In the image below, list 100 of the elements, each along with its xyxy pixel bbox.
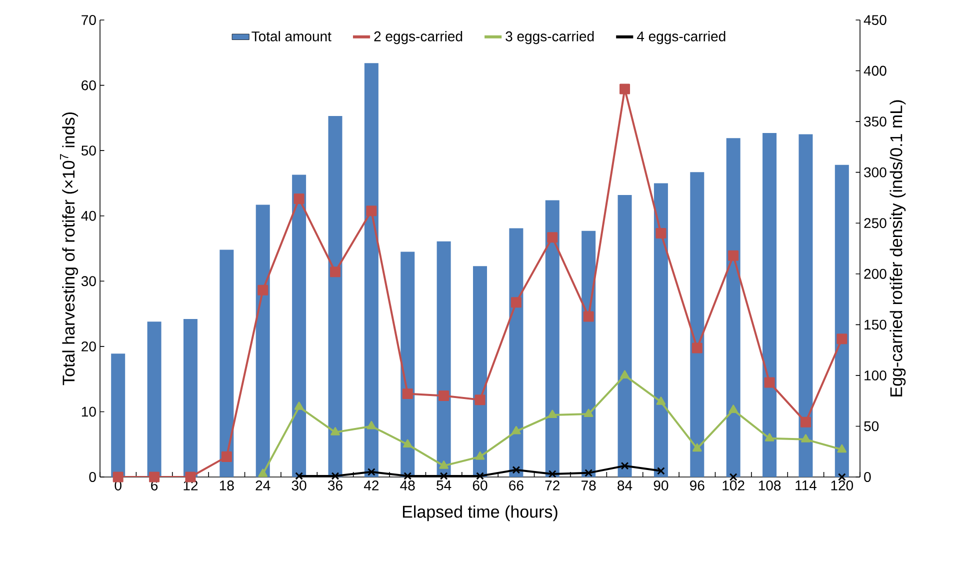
x-tick-label: 24: [256, 480, 270, 490]
y2-tick-label: 150: [864, 320, 886, 330]
point: [476, 472, 484, 480]
bar: [834, 164, 849, 477]
bar: [509, 228, 524, 477]
x-tick-label: 30: [292, 480, 306, 490]
legend-label: 4 eggs-carried: [636, 31, 726, 44]
bar: [328, 116, 342, 477]
x-tick-label: 48: [400, 480, 415, 490]
point: [800, 416, 811, 428]
point: [512, 426, 521, 434]
point: [330, 266, 340, 278]
point: [838, 473, 846, 481]
point: [402, 388, 413, 399]
point: [548, 470, 556, 478]
point: [330, 427, 340, 436]
x-tick-label: 96: [690, 480, 704, 490]
y2-axis-title: Egg-carried rotifer density (inds/0.1 mL): [890, 100, 906, 396]
y-tick-label: 40: [81, 210, 96, 221]
point: [837, 444, 847, 453]
legend-label: Total amount: [252, 31, 332, 42]
point: [548, 410, 558, 418]
point: [656, 396, 666, 405]
y2-tick-label: 450: [864, 15, 886, 25]
point: [584, 469, 593, 477]
legend-label: 2 eggs-carried: [374, 31, 462, 44]
bar: [726, 138, 740, 477]
y-axis-title: Total harvesting of rotifer (×10$^{7}$ inds): [60, 112, 78, 386]
y-tick-label: 60: [82, 80, 96, 90]
point: [295, 472, 303, 480]
bar: [762, 132, 777, 477]
point: [836, 334, 848, 344]
point: [149, 472, 160, 482]
bar: [582, 230, 596, 477]
bar: [400, 252, 415, 477]
x-tick-label: 60: [472, 480, 488, 490]
point: [764, 433, 774, 442]
y-tick-label: 70: [82, 15, 96, 25]
point: [801, 434, 810, 442]
y2-tick-label: 100: [864, 370, 886, 380]
bar: [292, 174, 306, 477]
point: [402, 439, 412, 448]
bar: [111, 354, 126, 477]
y2-tick-label: 350: [864, 116, 886, 127]
point: [728, 250, 739, 261]
point: [294, 193, 304, 204]
point: [475, 451, 485, 460]
bar: [798, 134, 813, 477]
point: [221, 451, 232, 462]
point: [258, 284, 268, 296]
point: [404, 472, 412, 480]
x-tick-label: 108: [758, 480, 781, 490]
bar: [183, 319, 198, 477]
y2-tick-label: 50: [864, 421, 879, 432]
x-tick-label: 90: [654, 480, 668, 490]
y-tick-label: 30: [81, 276, 96, 286]
x-axis-title: Elapsed time (hours): [402, 505, 558, 522]
point: [112, 472, 124, 482]
point: [583, 311, 594, 322]
bar: [654, 183, 668, 477]
point: [331, 472, 340, 480]
x-tick-label: 36: [328, 480, 342, 490]
bar: [147, 322, 162, 477]
point: [657, 466, 665, 475]
point: [620, 84, 630, 94]
y-tick-label: 20: [82, 341, 96, 352]
y2-tick-label: 200: [864, 268, 886, 279]
bar: [618, 194, 632, 477]
x-tick-label: 72: [545, 480, 560, 490]
legend-label: 3 eggs-carried: [506, 31, 594, 44]
y2-tick-label: 250: [864, 218, 886, 228]
point: [764, 377, 775, 388]
x-tick-label: 84: [618, 480, 632, 490]
point: [258, 468, 268, 477]
y2-tick-label: 0: [864, 472, 871, 482]
bar: [436, 241, 451, 477]
bar: [256, 204, 270, 477]
point: [438, 390, 450, 402]
point: [474, 394, 486, 406]
bar: [690, 172, 704, 477]
point: [692, 342, 702, 354]
point: [620, 462, 629, 470]
point: [366, 420, 376, 430]
point: [512, 466, 520, 474]
y2-tick-label: 400: [864, 66, 886, 76]
y-tick-label: 0: [89, 472, 96, 482]
bar: [364, 63, 378, 477]
point: [584, 408, 594, 418]
x-tick-label: 114: [796, 480, 816, 490]
x-tick-label: 18: [220, 480, 234, 490]
x-tick-label: 102: [722, 480, 744, 490]
point: [368, 468, 376, 476]
x-tick-label: 54: [436, 480, 452, 490]
x-tick-label: 42: [364, 480, 379, 490]
point: [692, 443, 702, 452]
point: [510, 297, 522, 308]
y-tick-label: 10: [82, 406, 96, 417]
point: [439, 460, 448, 469]
bar: [220, 250, 234, 477]
point: [728, 404, 738, 413]
